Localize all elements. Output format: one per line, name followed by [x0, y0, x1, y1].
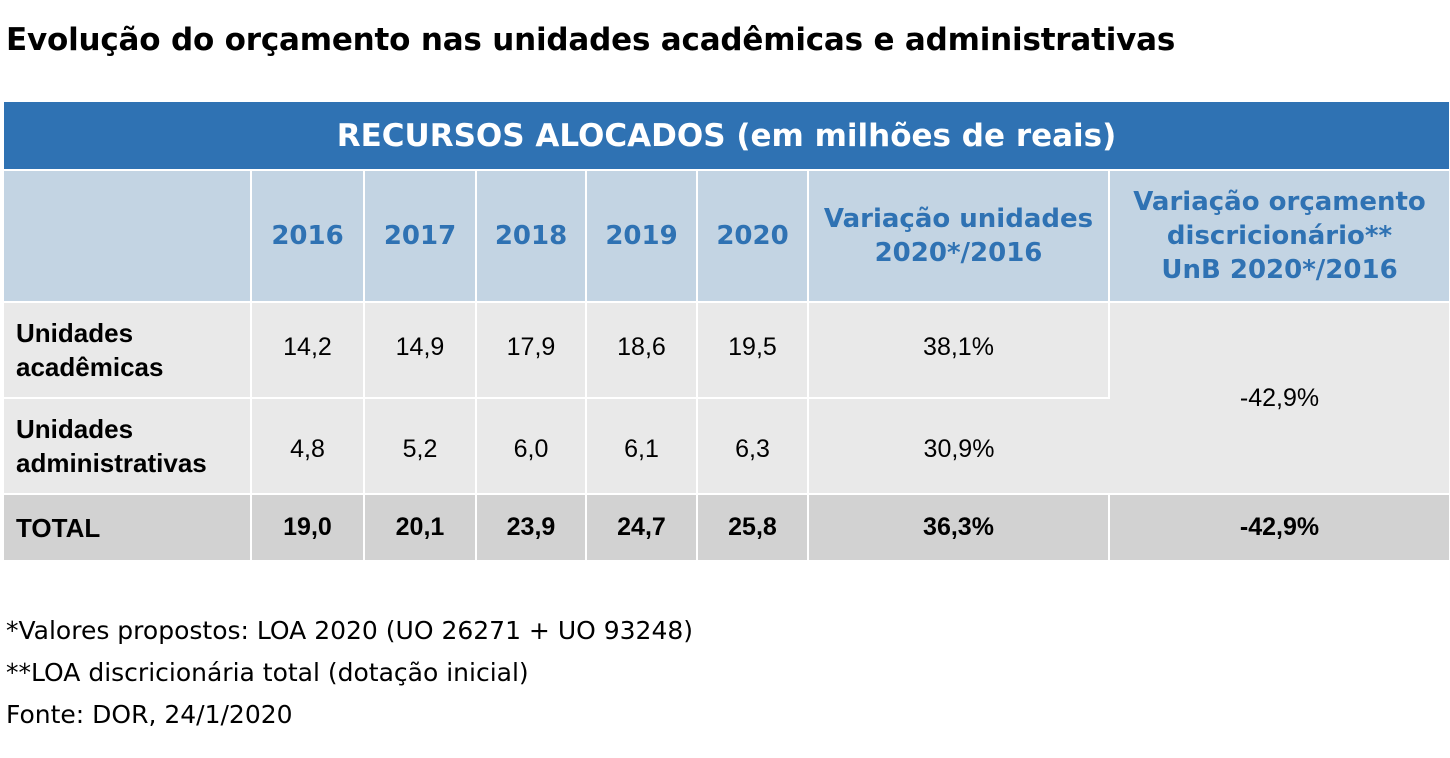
header-year-2017: 2017 — [364, 170, 477, 303]
table-row-academic: Unidades acadêmicas 14,2 14,9 17,9 18,6 … — [4, 302, 1450, 495]
header-variation-budget-line: UnB 2020*/2016 — [1161, 255, 1398, 285]
row-label-line: Unidades — [16, 318, 134, 348]
header-row: 2016 2017 2018 2019 2020 Variação unidad… — [4, 170, 1450, 303]
page-title: Evolução do orçamento nas unidades acadê… — [6, 22, 1176, 58]
table-banner: RECURSOS ALOCADOS (em milhões de reais) — [4, 102, 1450, 171]
cell-value: 6,0 — [476, 398, 587, 495]
row-label-line: administrativas — [16, 448, 207, 478]
cell-value: 14,2 — [251, 302, 365, 399]
cell-value: 18,6 — [586, 302, 698, 399]
cell-budget-variation-merged: -42,9% — [1109, 302, 1450, 495]
header-variation-units: Variação unidades 2020*/2016 — [808, 170, 1110, 303]
cell-total-value: 23,9 — [476, 494, 587, 560]
header-empty-cell — [4, 170, 252, 303]
table-row-total: TOTAL 19,0 20,1 23,9 24,7 25,8 36,3% -42… — [4, 494, 1450, 560]
cell-total-value: 25,8 — [697, 494, 809, 560]
cell-total-value: 24,7 — [586, 494, 698, 560]
header-year-2016: 2016 — [251, 170, 365, 303]
cell-value: 17,9 — [476, 302, 587, 399]
cell-value: 19,5 — [697, 302, 809, 399]
cell-value: 4,8 — [251, 398, 365, 495]
row-label: Unidades acadêmicas — [4, 302, 252, 399]
budget-table: RECURSOS ALOCADOS (em milhões de reais) … — [4, 102, 1450, 560]
cell-total-value: 19,0 — [251, 494, 365, 560]
header-variation-units-line: 2020*/2016 — [874, 238, 1043, 268]
row-label-line: Unidades — [16, 414, 134, 444]
header-variation-budget-line: Variação orçamento — [1133, 187, 1426, 217]
footnote: **LOA discricionária total (dotação inic… — [6, 658, 529, 687]
header-variation-budget: Variação orçamento discricionário** UnB … — [1109, 170, 1450, 303]
header-year-2020: 2020 — [697, 170, 809, 303]
row-label: Unidades administrativas — [4, 398, 252, 495]
cell-variation-units: 38,1% — [808, 302, 1110, 399]
row-label-total: TOTAL — [4, 494, 252, 560]
cell-variation-units: 30,9% — [808, 398, 1109, 495]
footnotes: *Valores propostos: LOA 2020 (UO 26271 +… — [6, 610, 693, 736]
table-row-administrative: Unidades administrativas 4,8 5,2 6,0 6,1… — [4, 398, 1449, 495]
cell-total-budget-variation: -42,9% — [1109, 494, 1450, 560]
cell-value: 6,3 — [697, 398, 809, 495]
header-variation-units-line: Variação unidades — [823, 204, 1094, 234]
cell-value: 6,1 — [586, 398, 698, 495]
header-year-2019: 2019 — [586, 170, 698, 303]
footnote: *Valores propostos: LOA 2020 (UO 26271 +… — [6, 616, 694, 645]
header-variation-budget-line: discricionário** — [1166, 221, 1393, 251]
header-year-2018: 2018 — [476, 170, 587, 303]
cell-total-variation-units: 36,3% — [808, 494, 1110, 560]
cell-total-value: 20,1 — [364, 494, 477, 560]
source-note: Fonte: DOR, 24/1/2020 — [6, 700, 293, 729]
cell-value: 14,9 — [364, 302, 477, 399]
cell-value: 5,2 — [364, 398, 477, 495]
row-label-line: acadêmicas — [16, 352, 164, 382]
